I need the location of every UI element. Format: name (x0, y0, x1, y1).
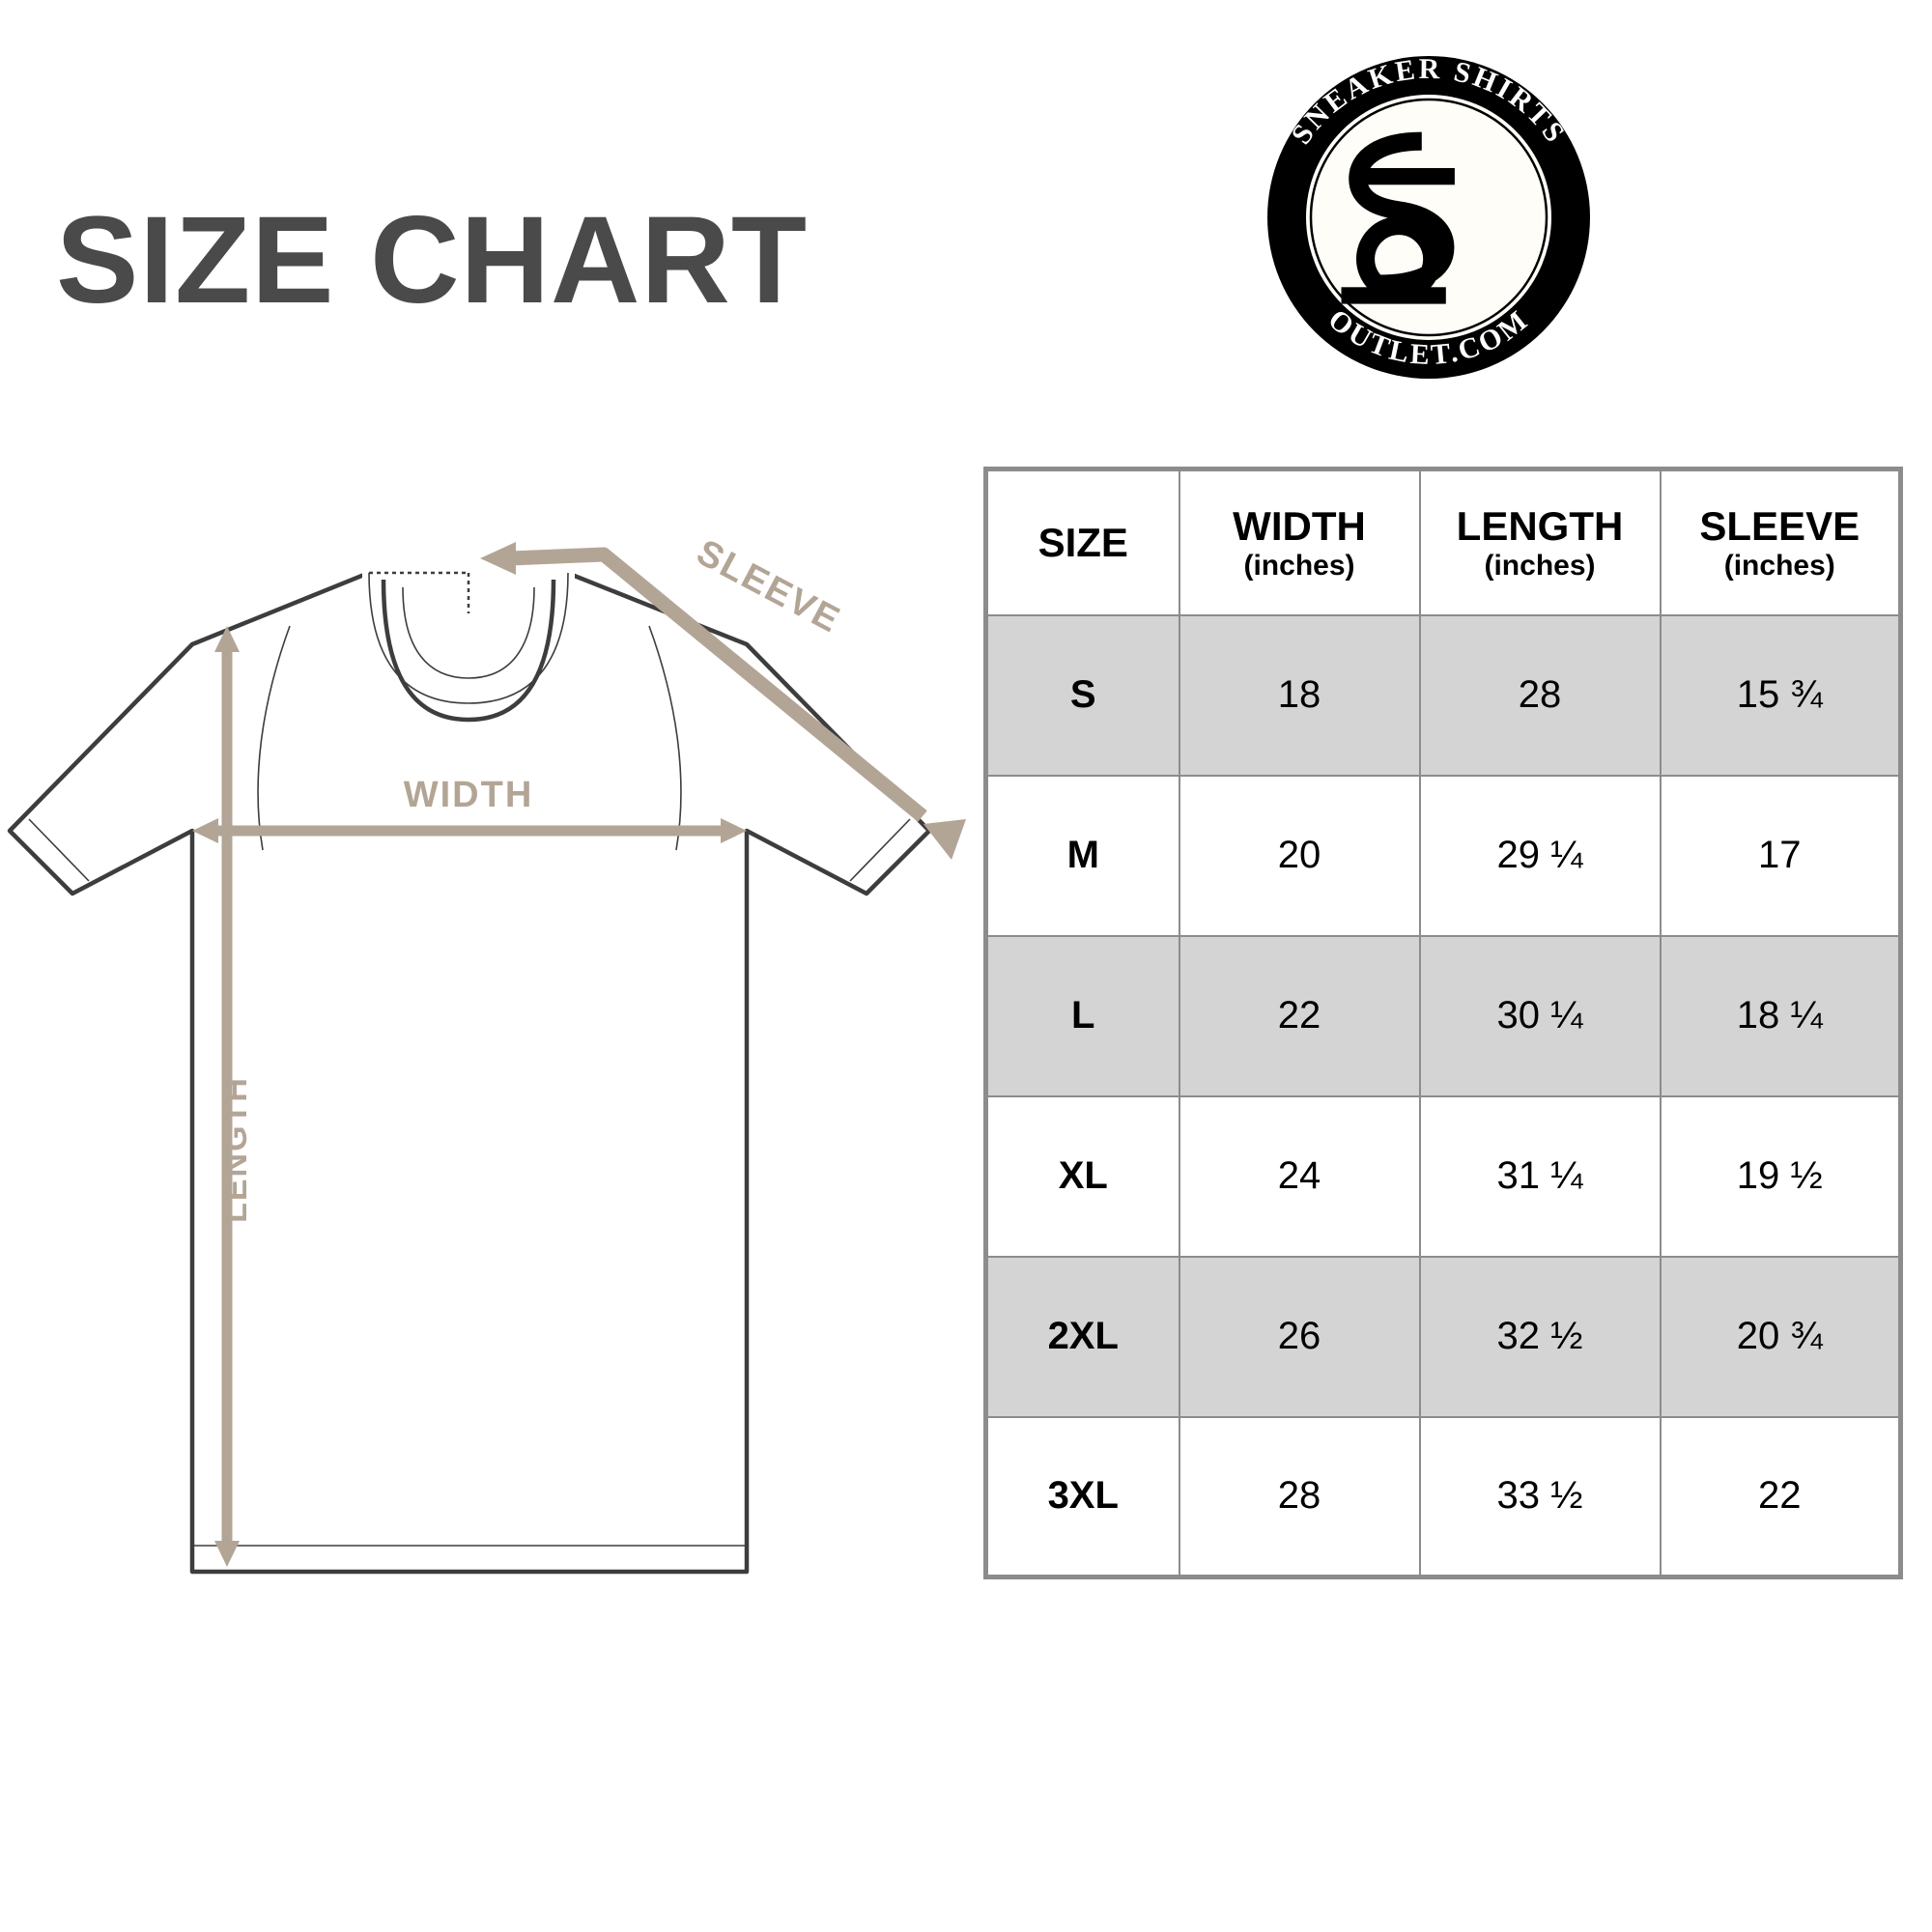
svg-text:SLEEVE: SLEEVE (690, 532, 847, 641)
svg-text:LENGTH: LENGTH (217, 1076, 254, 1223)
svg-text:WIDTH: WIDTH (404, 775, 534, 815)
